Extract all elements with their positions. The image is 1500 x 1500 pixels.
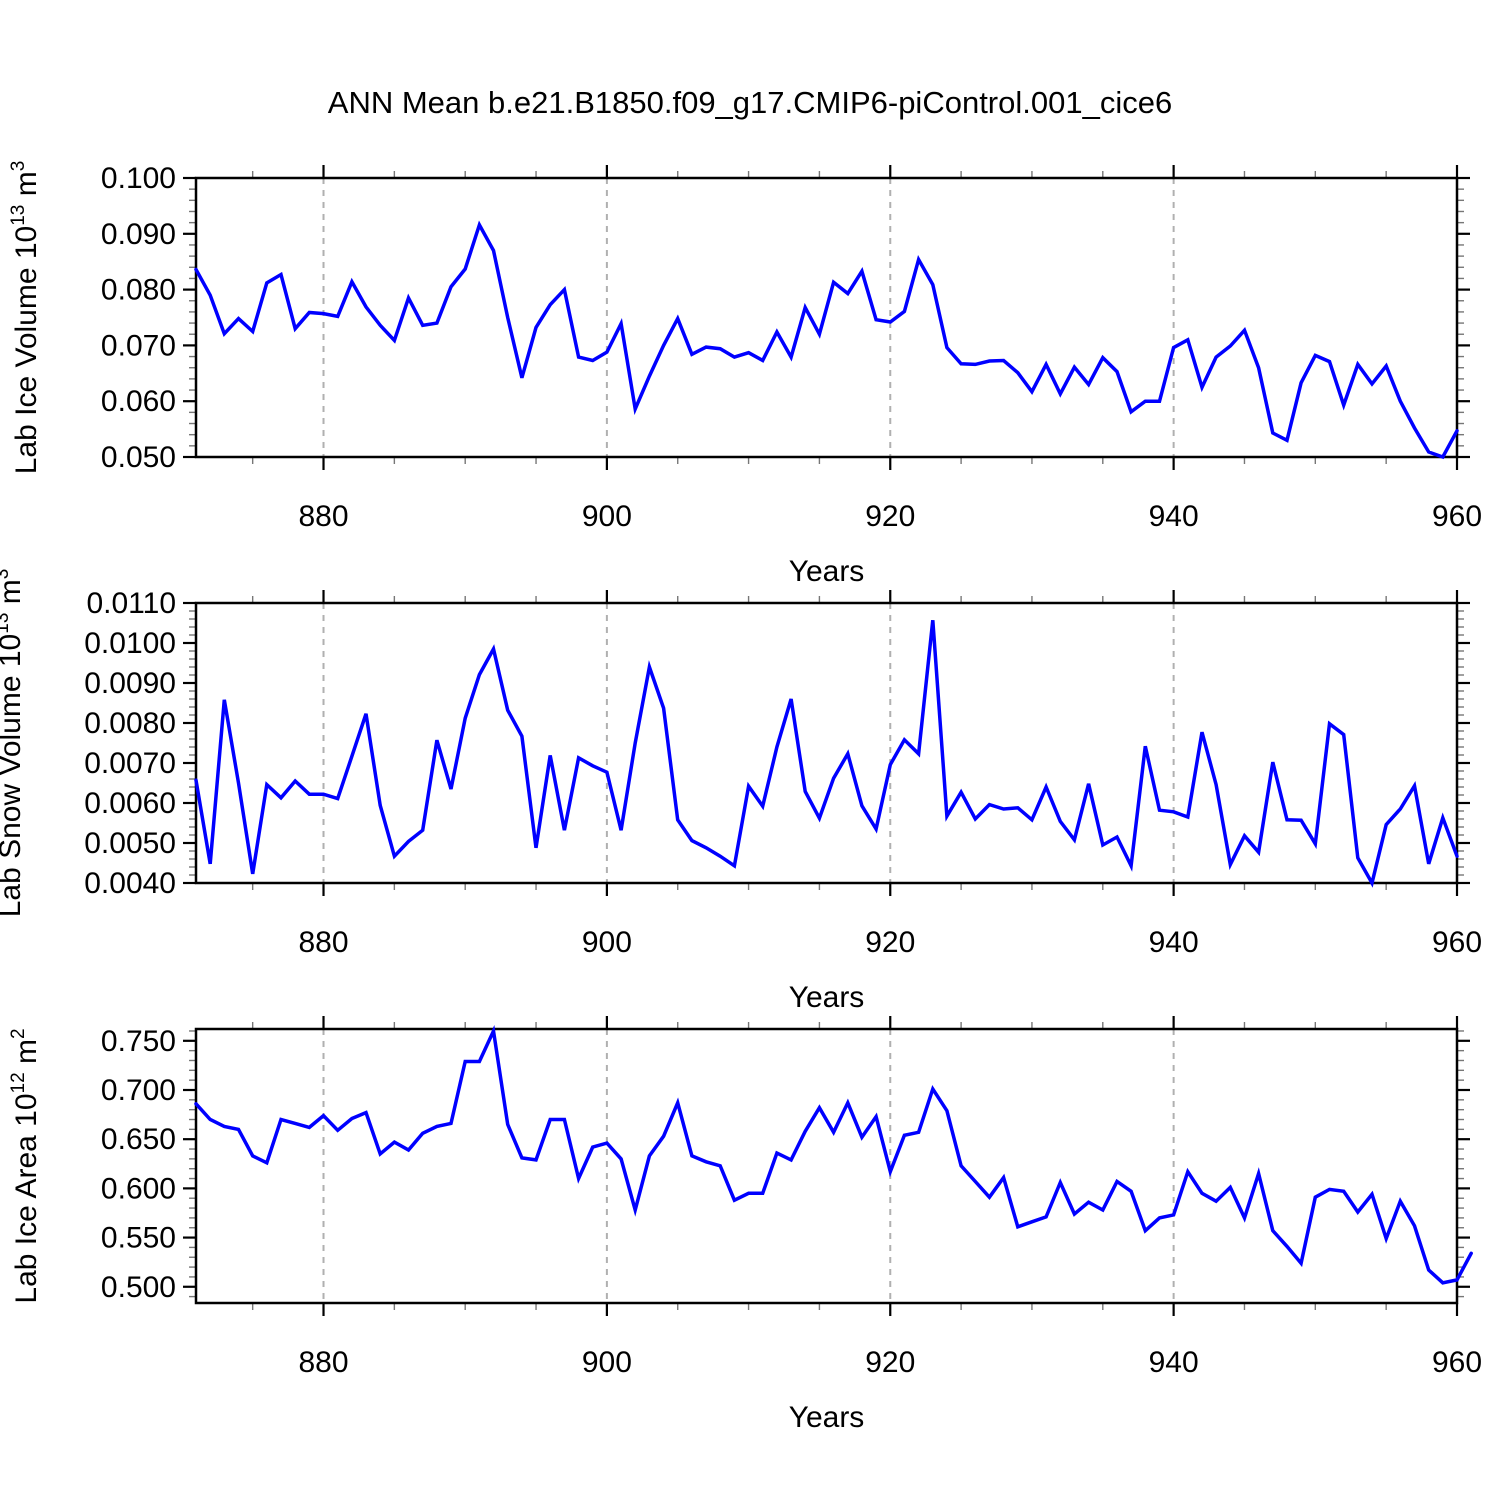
x-tick-label: 960 (1432, 500, 1482, 533)
x-tick-label: 940 (1149, 1346, 1199, 1379)
x-tick-label: 880 (298, 500, 348, 533)
panel-snow-volume: 0.0040 0.0050 0.0060 0.0070 0.0080 0.0090 0.01… (0, 569, 1482, 1014)
x-tick-label: 960 (1432, 1346, 1482, 1379)
chart-title: ANN Mean b.e21.B1850.f09_g17.CMIP6-piCon… (328, 85, 1172, 120)
y-tick-label: 0.750 (101, 1025, 176, 1058)
axis-frame (194, 176, 1459, 459)
y-axis-label: Lab Snow Volume 1013 m3 (0, 569, 27, 918)
panel-ice-area: 0.500 0.550 0.600 0.650 0.700 0.750 880 900 920 9… (8, 1016, 1482, 1434)
x-axis-label: Years (789, 555, 865, 588)
x-tick-label: 920 (865, 1346, 915, 1379)
x-tick-label: 880 (298, 926, 348, 959)
axis-frame (194, 1027, 1459, 1305)
x-tick-label: 900 (582, 500, 632, 533)
y-tick-label: 0.090 (101, 218, 176, 251)
y-tick-label: 0.500 (101, 1271, 176, 1304)
series-line-ice-area (194, 1024, 1473, 1285)
x-tick-label: 880 (298, 1346, 348, 1379)
y-tick-label: 0.080 (101, 274, 176, 307)
axis-frame (194, 601, 1459, 885)
x-tick-label: 960 (1432, 926, 1482, 959)
y-tick-label: 0.0090 (84, 667, 176, 700)
y-tick-label: 0.0050 (84, 827, 176, 860)
y-tick-label: 0.070 (101, 329, 176, 362)
y-tick-label: 0.600 (101, 1172, 176, 1205)
y-tick-label: 0.050 (101, 441, 176, 474)
y-axis-label: Lab Ice Volume 1013 m3 (8, 161, 43, 475)
x-tick-label: 940 (1149, 500, 1199, 533)
x-tick-label: 920 (865, 500, 915, 533)
y-tick-label: 0.0110 (86, 587, 176, 620)
y-tick-label: 0.550 (101, 1222, 176, 1255)
series-line-snow-volume (194, 620, 1459, 888)
y-tick-label: 0.060 (101, 385, 176, 418)
y-tick-label: 0.0070 (84, 747, 176, 780)
series-line-ice-volume (194, 220, 1459, 460)
panel-ice-volume: 0.050 0.060 0.070 0.080 0.090 0.100 880 900 920 9… (8, 161, 1482, 588)
x-axis-label: Years (789, 1401, 865, 1434)
x-tick-label: 900 (582, 926, 632, 959)
y-tick-label: 0.0100 (84, 627, 176, 660)
panels: 0.050 0.060 0.070 0.080 0.090 0.100 880 900 920 9… (0, 161, 1482, 1434)
y-tick-label: 0.700 (101, 1074, 176, 1107)
y-axis-label: Lab Ice Area 1012 m2 (8, 1028, 43, 1303)
x-tick-label: 900 (582, 1346, 632, 1379)
x-tick-label: 940 (1149, 926, 1199, 959)
x-axis-label: Years (789, 981, 865, 1014)
y-tick-label: 0.0080 (84, 707, 176, 740)
x-tick-label: 920 (865, 926, 915, 959)
y-tick-label: 0.650 (101, 1123, 176, 1156)
y-tick-label: 0.0040 (84, 867, 176, 900)
y-tick-label: 0.0060 (84, 787, 176, 820)
y-tick-label: 0.100 (101, 162, 176, 195)
